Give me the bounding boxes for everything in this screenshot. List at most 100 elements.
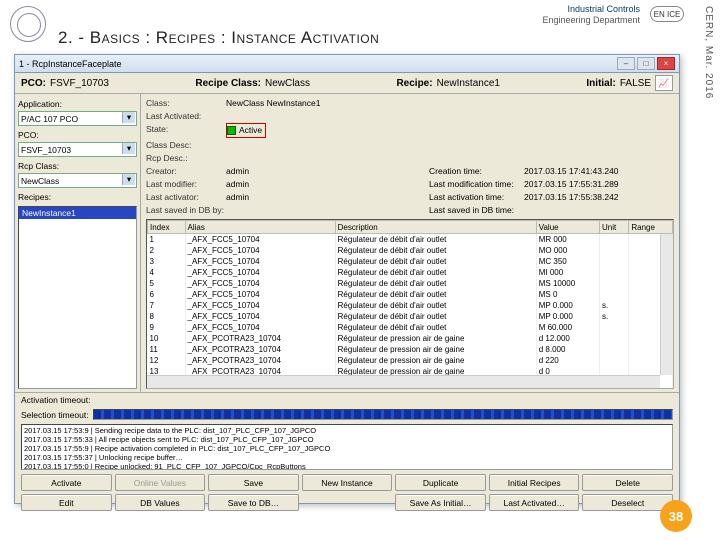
side-text: CERN, Mar. 2016: [703, 6, 714, 126]
maximize-button[interactable]: □: [637, 57, 655, 70]
initial-label: Initial:: [586, 78, 615, 89]
log-line: 2017.03.15 17:55:9 | Recipe activation c…: [24, 444, 670, 453]
meta-value: admin: [226, 191, 429, 204]
column-header[interactable]: Unit: [600, 221, 629, 234]
meta-value: [226, 110, 674, 123]
recipes-listbox[interactable]: NewInstance1: [18, 206, 137, 389]
table-row[interactable]: 10_AFX_PCOTRA23_10704Régulateur de press…: [148, 333, 673, 344]
column-header[interactable]: Range: [629, 221, 673, 234]
column-header[interactable]: Alias: [185, 221, 335, 234]
elements-table[interactable]: IndexAliasDescriptionValueUnitRange1_AFX…: [146, 219, 674, 389]
page-number-badge: 38: [660, 500, 692, 532]
table-row[interactable]: 1_AFX_FCC5_10704Régulateur de débit d'ai…: [148, 234, 673, 245]
meta-value: [226, 152, 674, 165]
header-line1: Industrial Controls: [542, 4, 640, 15]
activate-button[interactable]: Activate: [21, 474, 112, 491]
initial-recipes-button[interactable]: Initial Recipes: [489, 474, 580, 491]
save-to-db--button[interactable]: Save to DB…: [208, 494, 299, 511]
trend-icon[interactable]: 📈: [655, 75, 673, 91]
pco-dropdown[interactable]: FSVF_10703: [18, 142, 137, 157]
column-header[interactable]: Description: [335, 221, 536, 234]
right-panel: Class:NewClass NewInstance1Last Activate…: [141, 94, 679, 392]
recipe-value: NewInstance1: [437, 78, 500, 89]
application-label: Application:: [18, 99, 137, 109]
table-row[interactable]: 8_AFX_FCC5_10704Régulateur de débit d'ai…: [148, 311, 673, 322]
meta-key: Last saved in DB time:: [429, 204, 524, 217]
table-row[interactable]: 5_AFX_FCC5_10704Régulateur de débit d'ai…: [148, 278, 673, 289]
meta-value: 2017.03.15 17:55:31.289: [524, 178, 674, 191]
recipes-label: Recipes:: [18, 192, 137, 202]
save-button[interactable]: Save: [208, 474, 299, 491]
table-row[interactable]: 11_AFX_PCOTRA23_10704Régulateur de press…: [148, 344, 673, 355]
meta-key: Creator:: [146, 165, 226, 178]
save-as-initial--button[interactable]: Save As Initial…: [395, 494, 486, 511]
meta-key: Class Desc:: [146, 139, 226, 152]
table-row[interactable]: 3_AFX_FCC5_10704Régulateur de débit d'ai…: [148, 256, 673, 267]
log-line: 2017.03.15 17:55:33 | All recipe objects…: [24, 435, 670, 444]
slide-title: 2. - Basics : Recipes : Instance Activat…: [58, 28, 379, 48]
enice-logo: EN ICE: [650, 6, 684, 22]
left-panel: Application: P/AC 107 PCO PCO: FSVF_1070…: [15, 94, 141, 392]
column-header[interactable]: Index: [148, 221, 186, 234]
table-row[interactable]: 6_AFX_FCC5_10704Régulateur de débit d'ai…: [148, 289, 673, 300]
progress-bar: [93, 409, 673, 420]
class-value: NewClass: [265, 78, 310, 89]
meta-key: State:: [146, 123, 226, 139]
pco-value: FSVF_10703: [50, 78, 109, 89]
cern-logo: [10, 6, 46, 42]
log-line: 2017.03.15 17:53:9 | Sending recipe data…: [24, 426, 670, 435]
scrollbar-horizontal[interactable]: [147, 375, 660, 388]
last-activated--button[interactable]: Last Activated…: [489, 494, 580, 511]
close-button[interactable]: ×: [657, 57, 675, 70]
table-row[interactable]: 12_AFX_PCOTRA23_10704Régulateur de press…: [148, 355, 673, 366]
class-label: Recipe Class:: [195, 78, 261, 89]
titlebar[interactable]: 1 - RcpInstanceFaceplate – □ ×: [15, 55, 679, 73]
meta-key: Class:: [146, 97, 226, 110]
header-line2: Engineering Department: [542, 15, 640, 26]
window-title: 1 - RcpInstanceFaceplate: [19, 59, 615, 69]
meta-key: Last activation time:: [429, 191, 524, 204]
pco-label: PCO:: [21, 78, 46, 89]
meta-value: Active: [226, 123, 674, 139]
table-row[interactable]: 4_AFX_FCC5_10704Régulateur de débit d'ai…: [148, 267, 673, 278]
left-pco-label: PCO:: [18, 130, 137, 140]
minimize-button[interactable]: –: [617, 57, 635, 70]
online-values-button[interactable]: Online Values: [115, 474, 206, 491]
recipe-window: 1 - RcpInstanceFaceplate – □ × PCO: FSVF…: [14, 54, 680, 504]
delete-button[interactable]: Delete: [582, 474, 673, 491]
db-values-button[interactable]: DB Values: [115, 494, 206, 511]
meta-value: 2017.03.15 17:41:43.240: [524, 165, 674, 178]
recipe-label: Recipe:: [396, 78, 432, 89]
duplicate-button[interactable]: Duplicate: [395, 474, 486, 491]
meta-key: Last modification time:: [429, 178, 524, 191]
scrollbar-vertical[interactable]: [660, 234, 673, 375]
meta-key: Rcp Desc.:: [146, 152, 226, 165]
list-item[interactable]: NewInstance1: [19, 207, 136, 219]
meta-value: NewClass NewInstance1: [226, 97, 674, 110]
application-dropdown[interactable]: P/AC 107 PCO: [18, 111, 137, 126]
left-class-label: Rcp Class:: [18, 161, 137, 171]
meta-value: [524, 204, 674, 217]
new-instance-button[interactable]: New Instance: [302, 474, 393, 491]
table-row[interactable]: 9_AFX_FCC5_10704Régulateur de débit d'ai…: [148, 322, 673, 333]
status-badge: Active: [226, 123, 266, 138]
log-line: 2017.03.15 17:55:37 | Unlocking recipe b…: [24, 453, 670, 462]
deselect-button[interactable]: Deselect: [582, 494, 673, 511]
log-output: 2017.03.15 17:53:9 | Sending recipe data…: [21, 424, 673, 470]
table-row[interactable]: 7_AFX_FCC5_10704Régulateur de débit d'ai…: [148, 300, 673, 311]
log-line: 2017.03.15 17:55:0 | Recipe unlocked: 91…: [24, 462, 670, 470]
column-header[interactable]: Value: [536, 221, 599, 234]
meta-key: Creation time:: [429, 165, 524, 178]
edit-button[interactable]: Edit: [21, 494, 112, 511]
initial-value: FALSE: [620, 78, 651, 89]
meta-value: [226, 139, 674, 152]
table-row[interactable]: 2_AFX_FCC5_10704Régulateur de débit d'ai…: [148, 245, 673, 256]
meta-value: 2017.03.15 17:55:38.242: [524, 191, 674, 204]
meta-value: admin: [226, 178, 429, 191]
meta-key: Last Activated:: [146, 110, 226, 123]
meta-key: Last activator:: [146, 191, 226, 204]
class-dropdown[interactable]: NewClass: [18, 173, 137, 188]
meta-key: Last modifier:: [146, 178, 226, 191]
meta-key: Last saved in DB by:: [146, 204, 226, 217]
meta-value: admin: [226, 165, 429, 178]
